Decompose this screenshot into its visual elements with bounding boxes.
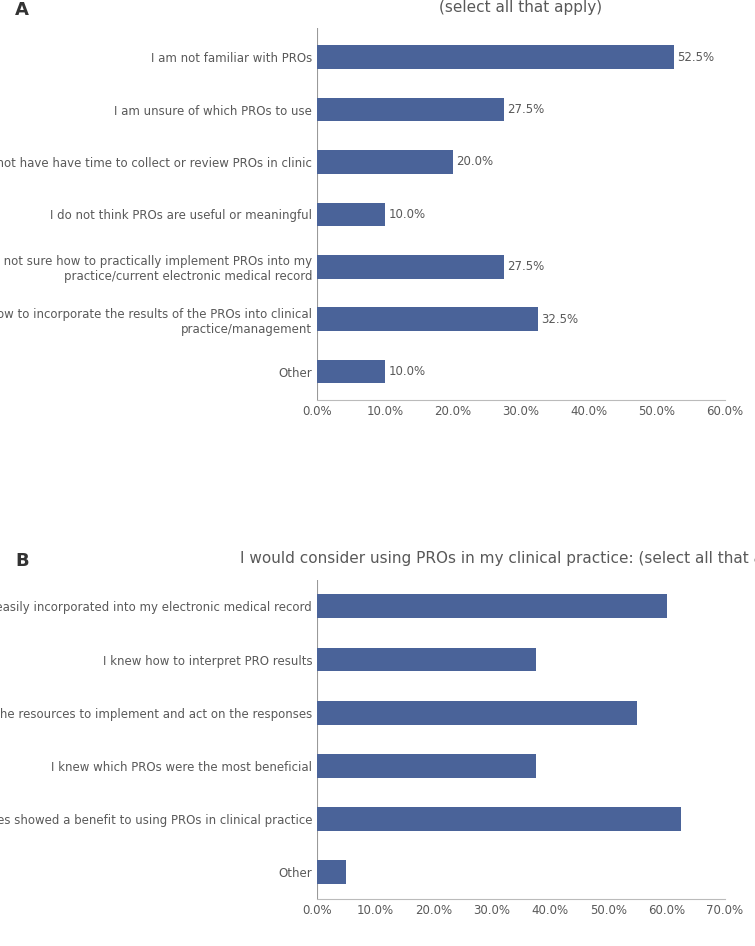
Title: If you do not routinely use PROs in the care of patients with IBD, is it because: If you do not routinely use PROs in the … — [221, 0, 755, 15]
Bar — [317, 807, 681, 831]
Bar — [317, 594, 667, 619]
Text: 10.0%: 10.0% — [388, 365, 426, 378]
Bar — [317, 97, 504, 121]
Text: A: A — [15, 1, 29, 19]
Text: B: B — [15, 552, 29, 570]
Text: 27.5%: 27.5% — [507, 103, 544, 116]
Text: 52.5%: 52.5% — [677, 50, 714, 63]
Bar — [317, 202, 385, 226]
Title: I would consider using PROs in my clinical practice: (select all that apply): I would consider using PROs in my clinic… — [240, 552, 755, 567]
Bar — [317, 648, 535, 672]
Bar — [317, 45, 673, 69]
Bar — [317, 701, 637, 725]
Bar — [317, 307, 538, 331]
Text: 20.0%: 20.0% — [456, 155, 494, 168]
Bar — [317, 359, 385, 383]
Bar — [317, 150, 453, 174]
Text: 27.5%: 27.5% — [507, 260, 544, 273]
Bar — [317, 860, 347, 885]
Text: 10.0%: 10.0% — [388, 208, 426, 220]
Text: 32.5%: 32.5% — [541, 313, 578, 325]
Bar — [317, 754, 535, 778]
Bar — [317, 255, 504, 278]
